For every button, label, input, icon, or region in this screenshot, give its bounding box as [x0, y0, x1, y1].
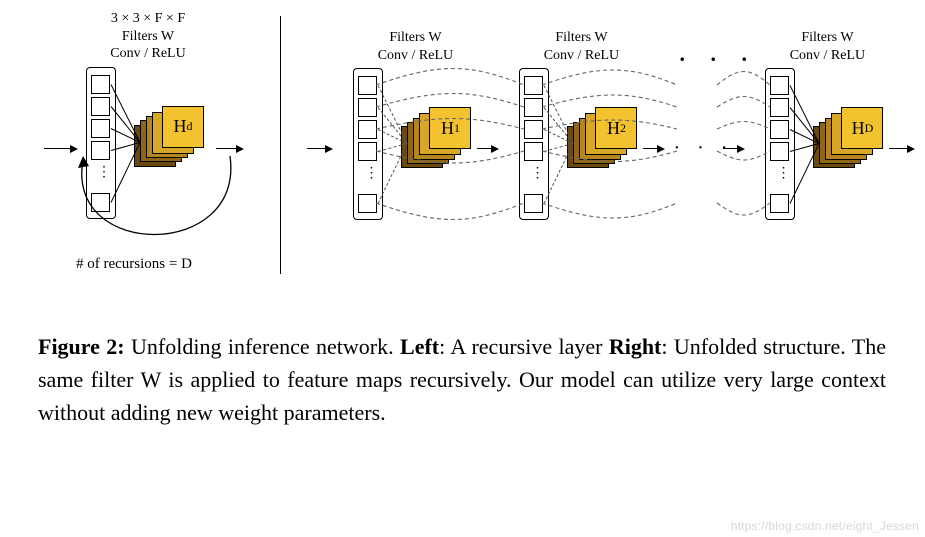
flow-out-left-head [236, 145, 244, 153]
titles-u2: Filters W Conv / ReLU [501, 29, 661, 64]
flow-in-left-head [70, 145, 78, 153]
skip-curves [329, 69, 925, 249]
u2-t3: Conv / ReLU [501, 47, 661, 65]
flow-in-left [44, 148, 72, 149]
u2-t2: Filters W [501, 29, 661, 47]
cap-left: Left [400, 334, 439, 359]
recursion-loop [40, 10, 275, 270]
flow-u1-in [307, 148, 327, 149]
titles-u1: Filters W Conv / ReLU [335, 29, 495, 64]
recursion-label: # of recursions = D [76, 256, 192, 273]
flow-out-left [216, 148, 238, 149]
cap-right: Right [609, 334, 662, 359]
watermark: https://blog.csdn.net/eight_Jessen [731, 519, 919, 533]
figure-caption: Figure 2: Unfolding inference network. L… [38, 330, 886, 429]
u1-t2: Filters W [335, 29, 495, 47]
separator [280, 16, 281, 274]
uD-t2: Filters W [747, 29, 907, 47]
uD-t3: Conv / ReLU [747, 47, 907, 65]
titles-uD: Filters W Conv / ReLU [747, 29, 907, 64]
u1-t3: Conv / ReLU [335, 47, 495, 65]
cap-t1: Unfolding inference network. [125, 334, 400, 359]
left-region: 3 × 3 × F × F Filters W Conv / ReLU ⋮Hd … [40, 10, 269, 240]
diagram-row: 3 × 3 × F × F Filters W Conv / ReLU ⋮Hd … [0, 10, 925, 280]
ellipsis-titles: . . . [679, 41, 757, 67]
cap-fig: Figure 2: [38, 334, 125, 359]
cap-t2: : A recursive layer [439, 334, 609, 359]
